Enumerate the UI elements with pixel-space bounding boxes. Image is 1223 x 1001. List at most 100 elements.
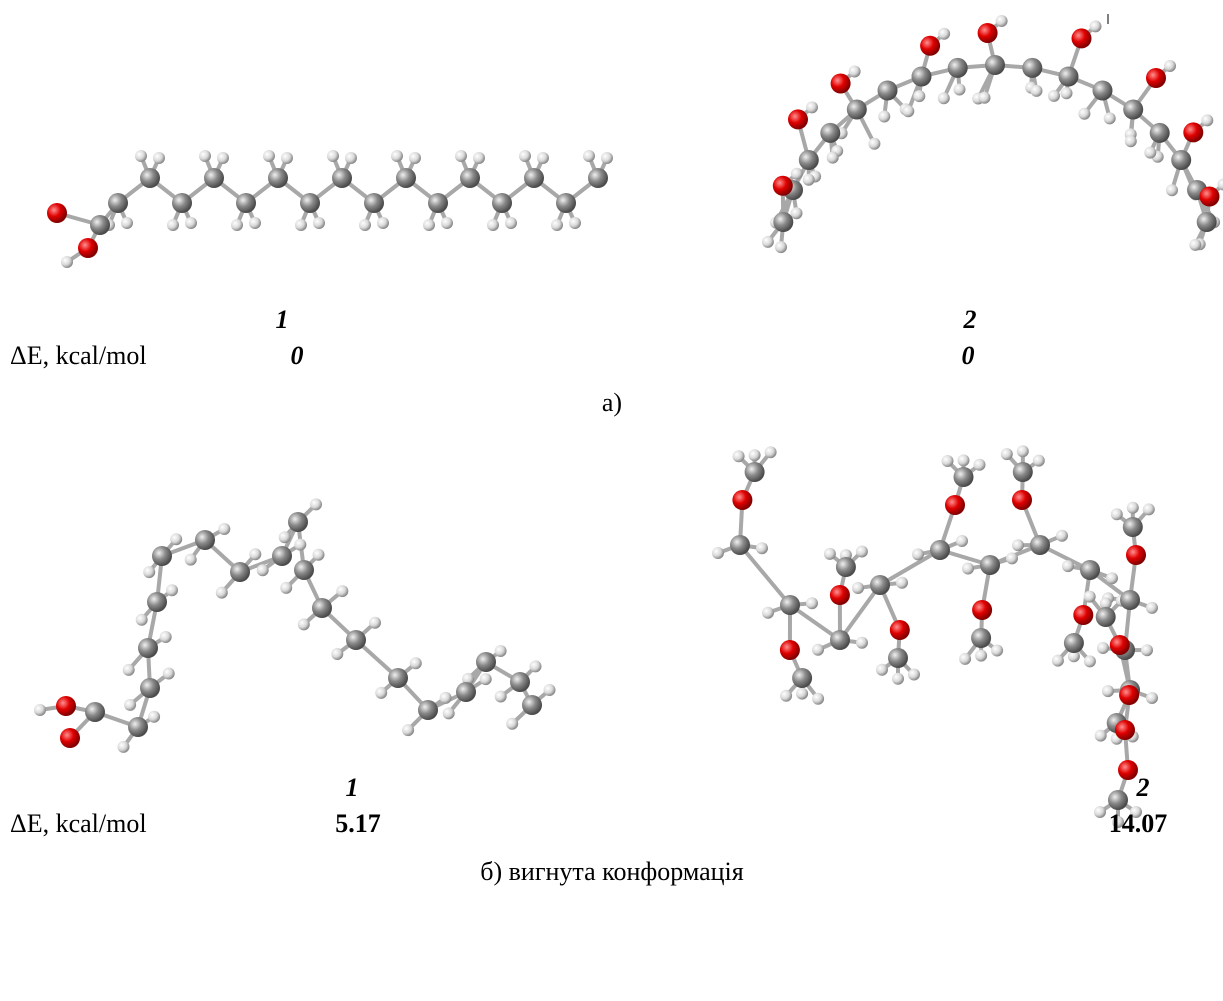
atom [1120,590,1140,610]
atom [835,557,856,577]
atom [60,728,80,748]
energy-value: 0 [962,341,975,370]
atom [78,238,98,258]
atom [712,547,724,559]
atom [215,586,228,599]
atom [1146,68,1166,88]
bond [788,603,842,642]
atom [345,152,357,164]
atom [85,702,105,722]
atom [892,672,904,685]
atom [402,724,415,737]
atom [790,167,803,180]
atom [199,150,211,162]
atom [830,630,850,650]
atom [122,663,135,676]
atom [460,168,480,188]
atom [375,686,388,699]
atom [124,698,137,711]
atom [143,566,156,579]
atom [962,562,974,575]
atom [1095,607,1116,627]
caption: б) вигнута конформація [480,857,744,886]
atom [802,173,815,186]
atom [249,217,261,229]
atom [772,175,793,196]
atom [462,672,475,685]
atom [601,152,613,164]
atom [1171,150,1192,170]
atom [911,66,932,87]
atom [162,667,175,680]
atom [537,152,549,164]
atom [90,215,110,235]
atom [1142,503,1155,516]
atom [1110,508,1123,521]
atom [1106,572,1118,585]
atom [204,168,224,188]
energy-label: ΔE, kcal/mol [10,809,147,838]
atom [730,535,750,555]
atom [1189,238,1202,251]
atom [312,548,325,561]
atom [138,638,158,658]
atom [148,710,161,723]
caption: а) [602,388,622,417]
atom [902,105,915,118]
atom [492,193,512,213]
atom [1146,601,1158,614]
atom [522,695,542,715]
atom [977,23,998,43]
atom [543,684,556,696]
atom [1060,87,1073,100]
atom [775,241,787,254]
atom [1112,816,1124,828]
atom [798,150,819,170]
atom [812,643,824,656]
atom [1199,186,1220,207]
atom [61,256,73,268]
atom [792,668,813,688]
atom [195,530,215,550]
atom [756,542,768,555]
atom [34,704,46,716]
atom [369,616,381,629]
atom [957,454,970,467]
molecule-label: 1 [346,773,359,802]
atom [327,150,339,162]
bond [838,583,882,642]
atom [295,219,307,231]
atom [829,585,850,605]
atom [991,644,1004,657]
atom [1141,644,1153,657]
atom [1217,178,1223,191]
atom [494,690,507,703]
atom [870,575,890,595]
atom [889,620,910,640]
atom [1102,685,1114,698]
atom [1089,20,1102,33]
atom [1130,806,1142,818]
atom [128,717,148,737]
atom [762,606,774,619]
atom [140,678,160,698]
atom [878,110,891,123]
atom [510,672,530,692]
atom [249,548,262,561]
atom [953,467,974,487]
atom [846,99,867,120]
atom [1012,490,1032,510]
atom [1126,545,1146,565]
atom [1006,552,1018,565]
atom [313,217,325,229]
atom [806,597,818,610]
atom [1058,66,1079,87]
atom [268,168,288,188]
atom [377,217,389,229]
atom [56,696,76,716]
atom [428,193,448,213]
atom [487,219,499,231]
atom [441,217,453,229]
atom [978,91,991,104]
